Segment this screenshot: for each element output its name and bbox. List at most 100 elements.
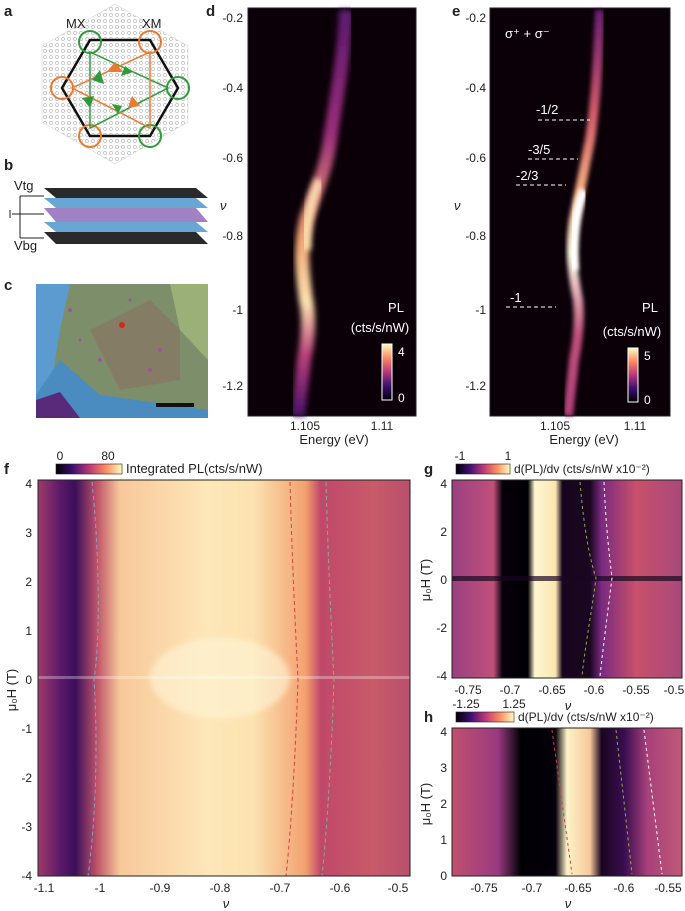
y-ticks-h: 4 3 2 1 0 (440, 725, 447, 883)
brillouin-hexagon (60, 38, 180, 138)
panel-a-letter: a (4, 3, 13, 20)
guide-line (87, 481, 99, 877)
colorbar-max: 1 (505, 449, 512, 463)
guide-line (551, 729, 573, 875)
x-tick: -0.65 (538, 683, 566, 697)
annotation: -1/2 (536, 102, 558, 117)
x-tick: -0.55 (622, 683, 650, 697)
y-tick: -1 (21, 722, 32, 736)
x-ticks-f: -1.1 -1 -0.9 -0.8 -0.7 -0.6 -0.5 (34, 881, 409, 895)
panel-h-letter: h (424, 709, 433, 726)
y-tick: 3 (440, 761, 447, 775)
guide-line (321, 481, 335, 877)
x-tick: -0.75 (454, 683, 482, 697)
y-tick: -2 (21, 771, 32, 785)
axes-frame (247, 7, 417, 417)
colorbar-max: 5 (644, 349, 651, 363)
y-tick: 2 (440, 525, 447, 539)
panel-g: g -1 1 d(PL)/dv (cts/s/nW x10⁻²) 4 2 0 -… (418, 449, 685, 713)
y-tick: -3 (21, 820, 32, 834)
colorbar-max: 4 (398, 345, 405, 359)
colorbar-max: 1.25 (502, 697, 526, 711)
y-tick: 0 (440, 869, 447, 883)
xm-label: XM (142, 16, 162, 31)
axes-frame (451, 727, 683, 877)
x-tick: -0.7 (522, 881, 543, 895)
x-tick: 1.11 (624, 419, 647, 433)
vtg-label: Vtg (14, 178, 34, 193)
top-hbn-layer (44, 198, 208, 208)
colorbar-units: (cts/s/nW) (351, 320, 410, 335)
x-axis-label: ν (565, 698, 572, 713)
filling-annotations: -1/2 -3/5 -2/3 -1 (506, 102, 590, 308)
colorbar-title: PL (642, 300, 658, 315)
x-tick: -0.65 (564, 881, 592, 895)
y-tick: -2 (436, 621, 447, 635)
guide-line (643, 729, 663, 875)
y-tick: 2 (440, 797, 447, 811)
top-gate-layer (44, 188, 208, 198)
hbn-flake (36, 360, 208, 418)
colorbar-title: d(PL)/dv (cts/s/nW x10⁻²) (514, 462, 650, 476)
x-tick: -0.9 (150, 881, 171, 895)
y-tick: -0.4 (465, 81, 486, 95)
x-tick: -0.7 (270, 881, 291, 895)
y-axis-label: μ₀H (T) (418, 559, 433, 602)
panel-a: a MX XM (4, 3, 190, 165)
green-arrow-icon (112, 104, 122, 114)
guide-line (285, 481, 299, 877)
guide-line (599, 481, 613, 677)
flake-region (170, 284, 208, 360)
panel-e-letter: e (452, 3, 460, 20)
colorbar-title: PL (388, 300, 404, 315)
panel-c-letter: c (4, 277, 12, 294)
x-axis-label: Energy (eV) (299, 432, 368, 447)
colorbar-g (455, 463, 511, 475)
green-arrow-icon (82, 96, 94, 108)
y-tick: 1 (440, 833, 447, 847)
laser-spot (119, 322, 125, 328)
green-arrow-icon (121, 66, 133, 76)
y-ticks-d: -0.2 -0.4 -0.6 -0.8 -1 -1.2 (222, 11, 243, 393)
x-tick: -0.5 (388, 881, 409, 895)
panel-b: b Vtg Vbg (4, 157, 208, 253)
vbg-label: Vbg (14, 238, 37, 253)
y-tick: -4 (21, 869, 32, 883)
y-tick: 0 (25, 673, 32, 687)
x-axis-label: ν (223, 896, 230, 911)
y-tick: 4 (440, 725, 447, 739)
annotation: -3/5 (528, 142, 550, 157)
colorbar-h (455, 711, 515, 723)
x-axis-label: Energy (eV) (549, 432, 618, 447)
colorbar-min: -1 (455, 449, 466, 463)
y-tick: -0.8 (222, 229, 243, 243)
orange-arrow-icon (107, 62, 123, 72)
gold-contact (36, 392, 80, 418)
panel-f: f 0 80 Integrated PL(cts/s/nW) 4 3 2 1 0… (4, 449, 411, 911)
x-tick: 1.105 (290, 419, 320, 433)
derivative-map-h (452, 728, 682, 876)
colorbar-max: 80 (101, 449, 115, 463)
panel-b-letter: b (4, 157, 13, 174)
y-tick: 4 (440, 477, 447, 491)
y-ticks-f: 4 3 2 1 0 -1 -2 -3 -4 (21, 477, 32, 883)
x-tick: -0.55 (654, 881, 682, 895)
y-tick: -4 (436, 669, 447, 683)
y-tick: 2 (25, 575, 32, 589)
y-ticks-e: -0.2 -0.4 -0.6 -0.8 -1 -1.2 (465, 11, 486, 393)
x-tick: -0.6 (584, 683, 605, 697)
y-tick: -0.6 (222, 151, 243, 165)
annotation: -2/3 (516, 168, 538, 183)
colorbar-min: 0 (398, 391, 405, 405)
colorbar-d (381, 343, 393, 401)
panel-g-letter: g (424, 461, 433, 478)
x-tick: -0.75 (470, 881, 498, 895)
x-tick: 1.105 (540, 419, 570, 433)
x-tick: -0.5 (664, 683, 685, 697)
y-tick: -1 (475, 303, 486, 317)
colorbar-title: Integrated PL(cts/s/nW) (126, 461, 263, 476)
colorbar-units: (cts/s/nW) (603, 324, 662, 339)
x-tick: -1.1 (34, 881, 55, 895)
bottom-hbn-layer (44, 222, 208, 232)
